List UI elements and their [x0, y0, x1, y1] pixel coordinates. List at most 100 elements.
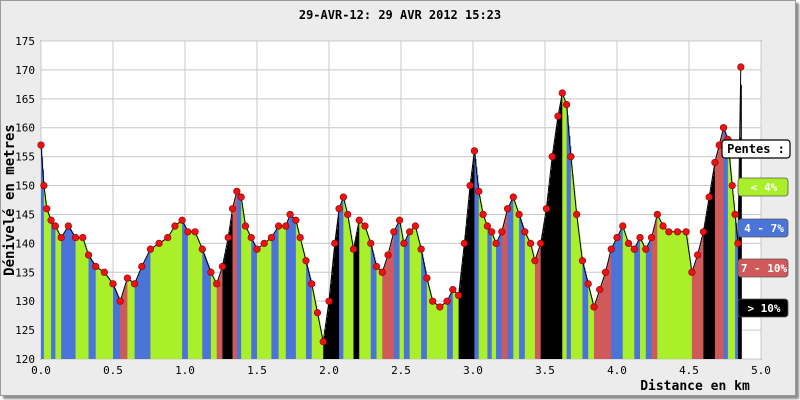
profile-bar	[470, 178, 473, 359]
profile-bar	[477, 175, 479, 359]
profile-bar	[149, 250, 151, 359]
profile-bar	[216, 283, 218, 359]
profile-bar	[300, 237, 302, 359]
profile-bar	[108, 278, 110, 359]
profile-bar	[327, 311, 329, 359]
profile-bar	[526, 235, 528, 359]
profile-bar	[289, 216, 291, 359]
profile-bar	[705, 221, 707, 359]
profile-bar	[116, 292, 118, 359]
profile-bar	[386, 259, 388, 359]
profile-bar	[594, 304, 597, 359]
profile-bar	[130, 280, 133, 359]
profile-bar	[95, 266, 97, 359]
profile-bar	[383, 269, 385, 359]
profile-bar	[270, 238, 272, 359]
profile-bar	[563, 95, 565, 359]
profile-bar	[248, 232, 251, 359]
profile-bar	[96, 267, 98, 359]
profile-bar	[145, 259, 147, 359]
profile-bar	[301, 241, 303, 359]
profile-bar	[290, 215, 293, 359]
profile-bar	[233, 205, 235, 359]
profile-bar	[576, 214, 578, 359]
profile-bar	[444, 303, 446, 359]
profile-bar	[353, 249, 355, 359]
profile-bar	[314, 296, 316, 359]
profile-bar	[585, 274, 588, 359]
profile-bar	[441, 305, 443, 359]
profile-bar	[290, 214, 292, 359]
profile-bar	[173, 227, 176, 359]
profile-bar	[153, 246, 156, 359]
profile-bar	[344, 200, 346, 359]
profile-bar	[349, 224, 351, 359]
profile-bar	[644, 246, 646, 359]
profile-bar	[86, 247, 88, 359]
profile-bar	[646, 247, 648, 359]
profile-bar	[291, 216, 294, 359]
profile-bar	[66, 229, 68, 359]
profile-bar	[432, 301, 434, 359]
profile-bar	[452, 289, 455, 359]
profile-bar	[601, 284, 603, 359]
profile-bar	[686, 231, 688, 359]
profile-bar	[339, 206, 342, 359]
profile-bar	[635, 247, 637, 359]
profile-bar	[120, 301, 122, 359]
profile-bar	[669, 231, 671, 359]
profile-bar	[396, 226, 398, 359]
profile-marker	[673, 228, 682, 236]
profile-bar	[561, 97, 563, 360]
profile-bar	[183, 223, 186, 359]
profile-bar	[695, 261, 697, 359]
profile-marker	[116, 297, 124, 305]
profile-marker	[411, 222, 420, 230]
profile-bar	[362, 223, 364, 359]
profile-bar	[134, 283, 136, 359]
profile-bar	[351, 235, 353, 359]
profile-bar	[98, 268, 100, 359]
profile-marker	[224, 233, 232, 242]
x-tick-label: 2.0	[319, 364, 339, 377]
profile-bar	[473, 157, 475, 359]
profile-bar	[652, 234, 654, 359]
profile-bar	[503, 224, 505, 359]
y-axis-label: Dénivelé en metres	[2, 124, 18, 276]
profile-bar	[436, 303, 438, 359]
profile-bar	[199, 242, 201, 359]
profile-bar	[210, 269, 212, 359]
profile-marker	[734, 239, 742, 247]
profile-bar	[208, 265, 210, 359]
profile-bar	[42, 169, 44, 359]
profile-bar	[107, 276, 110, 359]
profile-bar	[726, 134, 728, 359]
profile-marker	[384, 251, 392, 259]
profile-bar	[224, 257, 226, 359]
profile-marker	[406, 228, 414, 236]
profile-bar	[589, 287, 591, 359]
profile-bar	[259, 247, 261, 359]
profile-marker	[267, 233, 276, 242]
profile-bar	[169, 234, 171, 359]
profile-bar	[184, 225, 186, 359]
profile-bar	[236, 191, 239, 359]
profile-bar	[62, 234, 65, 359]
profile-bar	[251, 237, 253, 359]
profile-bar	[326, 317, 328, 359]
profile-marker	[51, 222, 60, 230]
profile-bar	[637, 242, 639, 359]
profile-marker	[558, 89, 566, 97]
profile-bar	[356, 231, 359, 359]
profile-bar	[488, 227, 490, 359]
profile-bar	[706, 210, 709, 359]
x-axis-ticks: 0.0 0.5 1.0 1.5 2.0 2.5 3.0 3.5 4.0 4.5 5.0	[31, 364, 771, 377]
profile-bar	[390, 244, 392, 359]
profile-bar	[142, 264, 144, 359]
profile-bar	[510, 203, 512, 359]
profile-bar	[680, 231, 682, 359]
profile-bar	[399, 220, 401, 359]
profile-bar	[477, 183, 480, 359]
profile-bar	[428, 284, 430, 359]
profile-bar	[699, 247, 701, 359]
